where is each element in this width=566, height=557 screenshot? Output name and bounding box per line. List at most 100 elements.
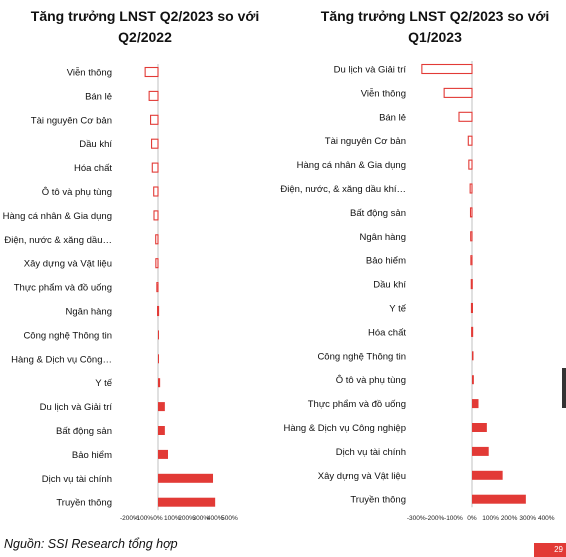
category-label: Dịch vụ tài chính — [336, 447, 406, 458]
category-label: Dầu khí — [79, 139, 112, 150]
bar — [469, 207, 473, 218]
category-label: Ngân hàng — [360, 232, 406, 243]
x-tick-label: -100% — [444, 515, 463, 522]
bar — [155, 258, 159, 269]
category-label: Viễn thông — [361, 88, 406, 99]
bar — [472, 470, 503, 480]
bar — [472, 351, 474, 361]
bar — [472, 399, 479, 409]
category-label: Bán lẻ — [85, 91, 112, 102]
bar — [158, 497, 216, 507]
bar — [158, 402, 165, 412]
category-label: Viễn thông — [67, 68, 112, 79]
bar — [472, 375, 474, 385]
x-tick-label: 300% — [519, 515, 536, 522]
category-label: Bảo hiểm — [366, 256, 406, 267]
category-label: Ô tô và phụ tùng — [42, 187, 112, 198]
x-tick-label: 300% — [193, 515, 210, 522]
bar — [470, 255, 473, 266]
bar — [151, 162, 159, 173]
category-label: Thực phẩm và đồ uống — [14, 283, 112, 294]
x-tick-label: -200% — [425, 515, 444, 522]
category-label: Hàng & Dịch vụ Công nghiệp — [283, 423, 406, 434]
bar — [158, 330, 159, 340]
x-tick-label: 0% — [467, 515, 477, 522]
category-label: Thực phẩm và đồ uống — [308, 399, 406, 410]
category-label: Điện, nước, & xăng dầu khí… — [280, 184, 406, 195]
x-tick-label: 100% — [482, 515, 499, 522]
bar — [472, 446, 489, 456]
bar — [158, 378, 161, 388]
bar — [153, 210, 159, 221]
category-label: Bảo hiểm — [72, 450, 112, 461]
bar — [443, 87, 473, 98]
page-number-badge: 29 — [534, 543, 566, 557]
category-label: Bất động sản — [56, 426, 112, 437]
x-tick-label: -200% — [120, 515, 139, 522]
page-edge-bar — [562, 368, 566, 408]
bar — [470, 302, 473, 314]
bar — [151, 138, 159, 149]
category-label: Hàng cá nhân & Gia dụng — [3, 211, 112, 222]
bar — [153, 186, 159, 197]
x-tick-label: 400% — [538, 515, 555, 522]
category-label: Điện, nước & xăng dầu… — [4, 235, 112, 246]
category-label: Du lịch và Giải trí — [334, 65, 407, 76]
category-label: Hàng & Dịch vụ Công… — [11, 354, 112, 365]
category-label: Tài nguyên Cơ bản — [325, 136, 406, 147]
category-label: Bất động sản — [350, 208, 406, 219]
bar — [158, 473, 214, 483]
bar — [148, 90, 159, 101]
category-label: Hóa chất — [74, 163, 112, 174]
x-tick-label: -100% — [134, 515, 153, 522]
x-tick-label: 200% — [501, 515, 518, 522]
bar — [458, 111, 473, 122]
bar — [472, 494, 526, 504]
x-tick-label: 100% — [164, 515, 181, 522]
bar — [158, 426, 165, 435]
bar — [156, 282, 159, 293]
chart-2-title: Tăng trưởng LNST Q2/2023 so với Q1/2023 — [310, 6, 560, 48]
bar — [421, 63, 473, 75]
category-label: Công nghệ Thông tin — [23, 330, 112, 341]
x-tick-label: 0% — [153, 515, 163, 522]
chart-1-title: Tăng trưởng LNST Q2/2023 so với Q2/2022 — [20, 6, 270, 48]
bar — [471, 326, 474, 337]
x-tick-label: 200% — [178, 515, 195, 522]
category-label: Truyền thông — [350, 495, 406, 506]
bar — [470, 231, 473, 242]
chart-2-title-line-2: Q1/2023 — [408, 29, 462, 45]
category-label: Truyền thông — [56, 498, 112, 509]
category-label: Y tế — [95, 378, 112, 389]
category-label: Dịch vụ tài chính — [42, 474, 112, 485]
bar — [467, 135, 473, 146]
bar — [470, 279, 473, 290]
source-note: Nguồn: SSI Research tổng hợp — [4, 537, 178, 551]
category-label: Công nghệ Thông tin — [317, 351, 406, 362]
bar — [158, 449, 169, 459]
chart-1-plot: Viễn thông Bán lẻ Tài nguyên Cơ bản Dầu khí… — [3, 64, 238, 522]
category-label: Hóa chất — [368, 327, 406, 338]
bar — [472, 423, 487, 432]
bar — [150, 114, 159, 125]
chart-1-title-line-1: Tăng trưởng LNST Q2/2023 so với — [30, 8, 260, 24]
x-tick-label: 500% — [221, 515, 238, 522]
category-label: Xây dựng và Vật liệu — [318, 471, 406, 482]
bar — [157, 305, 160, 317]
category-label: Bán lẻ — [379, 112, 406, 123]
bar — [468, 159, 473, 170]
x-tick-label: -300% — [407, 515, 426, 522]
category-label: Tài nguyên Cơ bản — [31, 115, 112, 126]
chart-2-title-line-1: Tăng trưởng LNST Q2/2023 so với — [320, 8, 550, 24]
x-tick-label: 400% — [207, 515, 224, 522]
bar — [155, 234, 159, 245]
bar — [469, 183, 473, 194]
category-label: Xây dựng và Vật liệu — [24, 259, 112, 270]
category-label: Ngân hàng — [66, 307, 112, 318]
category-label: Y tế — [389, 304, 406, 315]
category-label: Dầu khí — [373, 280, 406, 291]
category-label: Du lịch và Giải trí — [40, 402, 113, 413]
chart-1-title-line-2: Q2/2022 — [118, 29, 172, 45]
bar — [144, 66, 159, 78]
